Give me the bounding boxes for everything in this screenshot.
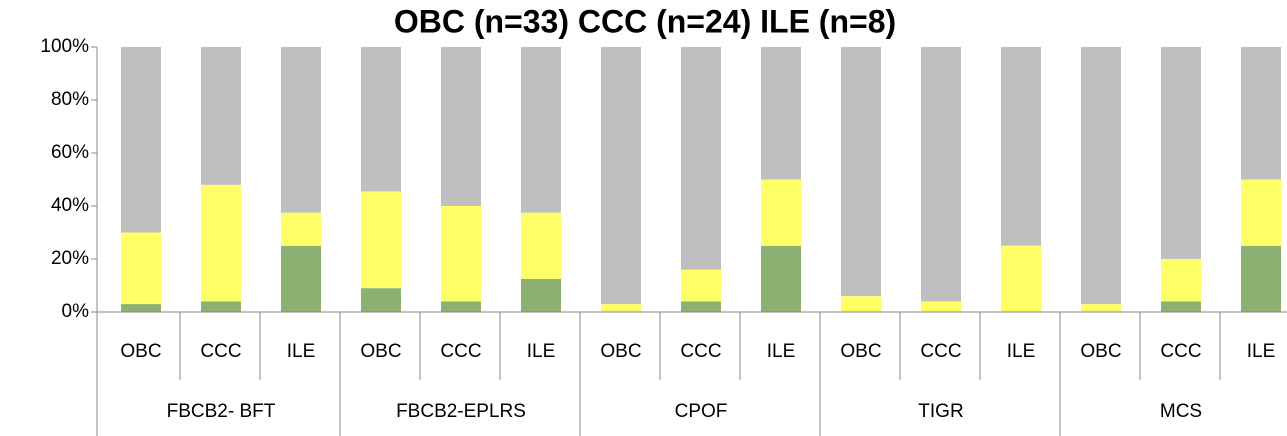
bar-segment xyxy=(1081,304,1121,312)
bar-segment xyxy=(761,47,801,180)
bar-segment xyxy=(201,184,241,302)
bar-segment xyxy=(681,301,721,312)
x-tick-label: CCC xyxy=(920,341,961,362)
bar-segment xyxy=(361,47,401,192)
x-tick-label: ILE xyxy=(1247,341,1276,362)
x-tick-label: OBC xyxy=(360,341,401,362)
bar-segment xyxy=(1241,179,1281,246)
bar-segment xyxy=(601,47,641,305)
bar-segment xyxy=(1241,245,1281,312)
bar-segment xyxy=(441,206,481,302)
x-tick-label: CCC xyxy=(680,341,721,362)
bar-segment xyxy=(761,179,801,246)
y-tick-label: 40% xyxy=(51,195,89,216)
bar-segment xyxy=(201,47,241,185)
bar-segment xyxy=(521,212,561,279)
group-label: MCS xyxy=(1160,401,1202,422)
bar-segment xyxy=(281,212,321,246)
bar-segment xyxy=(1161,47,1201,259)
bar-segment xyxy=(281,245,321,312)
bar-segment xyxy=(1161,259,1201,302)
group-label: FBCB2-EPLRS xyxy=(396,401,526,422)
bar-segment xyxy=(441,47,481,206)
group-label: FBCB2- BFT xyxy=(167,401,276,422)
bar-segment xyxy=(1001,245,1041,312)
x-tick-label: OBC xyxy=(600,341,641,362)
bar-segment xyxy=(1081,47,1121,305)
bar-segment xyxy=(521,47,561,213)
bar-segment xyxy=(201,301,241,312)
bar-segment xyxy=(1001,47,1041,246)
bar-segment xyxy=(761,245,801,312)
bar-segment xyxy=(921,301,961,312)
bar-segment xyxy=(601,304,641,312)
bar-segment xyxy=(441,301,481,312)
bar-segment xyxy=(121,47,161,233)
bar-segment xyxy=(521,278,561,312)
y-tick-label: 100% xyxy=(40,36,89,57)
bar-segment xyxy=(841,296,881,312)
x-tick-label: CCC xyxy=(1160,341,1201,362)
x-tick-label: CCC xyxy=(200,341,241,362)
y-tick-label: 60% xyxy=(51,142,89,163)
y-tick-label: 80% xyxy=(51,89,89,110)
bar-segment xyxy=(921,47,961,302)
x-tick-label: ILE xyxy=(1007,341,1036,362)
group-label: CPOF xyxy=(675,401,728,422)
bar-segment xyxy=(841,47,881,297)
bar-segment xyxy=(681,47,721,270)
x-tick-label: OBC xyxy=(840,341,881,362)
bar-segment xyxy=(121,232,161,305)
bar-segment xyxy=(1161,301,1201,312)
bar-segment xyxy=(361,288,401,312)
x-tick-label: ILE xyxy=(527,341,556,362)
bar-segment xyxy=(681,269,721,302)
y-tick-label: 20% xyxy=(51,248,89,269)
bar-segment xyxy=(361,191,401,289)
bar-segment xyxy=(1241,47,1281,180)
y-tick-label: 0% xyxy=(62,301,90,322)
chart-title: OBC (n=33) CCC (n=24) ILE (n=8) xyxy=(394,3,896,39)
bar-segment xyxy=(121,304,161,312)
x-tick-label: ILE xyxy=(767,341,796,362)
x-tick-label: OBC xyxy=(120,341,161,362)
x-tick-label: OBC xyxy=(1080,341,1121,362)
x-tick-label: ILE xyxy=(287,341,316,362)
group-label: TIGR xyxy=(918,401,963,422)
bar-segment xyxy=(281,47,321,213)
x-tick-label: CCC xyxy=(440,341,481,362)
